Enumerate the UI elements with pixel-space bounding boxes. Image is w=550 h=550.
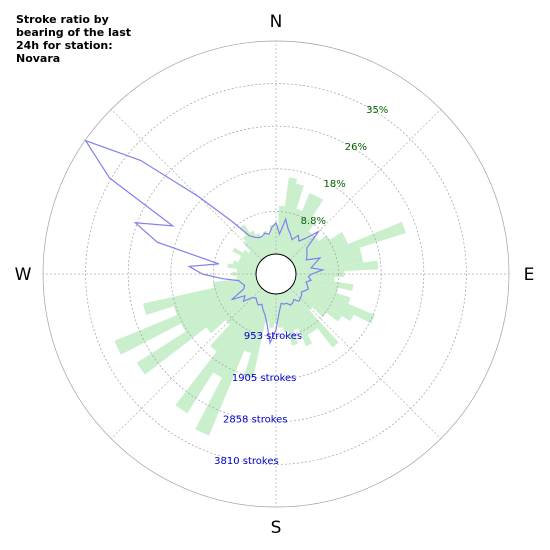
ratio-bar	[290, 237, 319, 262]
ratio-bar	[280, 183, 304, 255]
ratio-bar	[267, 234, 274, 255]
ratio-bar	[143, 278, 257, 315]
ratio-bar	[265, 293, 274, 323]
ratio-bar	[282, 292, 299, 331]
grid-spoke	[289, 287, 442, 440]
ratio-bar	[273, 224, 279, 255]
ratio-bar	[114, 281, 259, 355]
ratio-bar	[262, 230, 272, 255]
ratio-bar	[291, 284, 342, 322]
ratio-bar	[260, 236, 270, 256]
grid-ring	[213, 211, 339, 337]
ratio-bar	[269, 225, 276, 255]
ratio-bar	[278, 177, 298, 255]
ratio-bar	[232, 247, 260, 265]
ratio-bar	[295, 274, 335, 282]
ratio-bar	[232, 260, 257, 270]
grid-spoke	[110, 108, 263, 261]
ratio-bar	[255, 233, 269, 257]
ratio-bar	[175, 289, 266, 414]
ratio-bar	[242, 250, 261, 264]
grid-spoke	[289, 108, 442, 261]
ratio-bar	[286, 220, 315, 259]
cardinal-labels: N E S W	[15, 12, 535, 538]
ratio-bar	[289, 287, 313, 311]
ratio-bar	[244, 292, 270, 354]
direction-label-w: W	[15, 265, 32, 285]
ratio-ring-labels: 8.8% 18% 26% 35%	[301, 105, 389, 227]
ratio-bar	[292, 283, 354, 322]
ratio-bar	[291, 235, 330, 264]
ratio-bar	[295, 260, 379, 274]
ratio-bar	[290, 286, 327, 317]
stroke-line-layer	[84, 139, 325, 345]
stroke-ring-labels: 953 strokes 1905 strokes 2858 strokes 3810 …	[214, 331, 302, 467]
ratio-bar	[213, 290, 267, 378]
direction-label-e: E	[524, 265, 535, 285]
ratio-bar	[295, 247, 362, 270]
ratio-ring-label: 35%	[366, 105, 388, 116]
ratio-bars-layer	[114, 177, 406, 436]
ratio-bar	[294, 221, 406, 268]
ratio-bar	[212, 276, 257, 288]
ratio-bar	[227, 263, 257, 272]
ratio-bar	[206, 286, 262, 334]
ratio-ring-label: 8.8%	[301, 216, 326, 227]
ratio-bar	[248, 250, 262, 262]
ratio-bar	[273, 293, 279, 324]
ratio-bar	[282, 208, 303, 256]
ratio-bar	[268, 293, 276, 328]
ratio-bar	[180, 283, 260, 332]
direction-label-s: S	[271, 518, 282, 538]
ratio-bar	[136, 284, 261, 375]
center-hole	[255, 253, 297, 295]
ratio-bar	[173, 280, 258, 315]
ratio-bar	[242, 235, 264, 260]
ratio-bar	[285, 290, 313, 335]
grid-spoke	[110, 287, 263, 440]
ratio-ring-label: 26%	[345, 142, 367, 153]
ratio-bar	[238, 258, 258, 268]
ratio-bar	[292, 232, 346, 265]
spoke-grid-layer	[43, 41, 509, 507]
ratio-bar	[195, 291, 269, 436]
ratio-bar	[294, 280, 351, 304]
stroke-count-line	[84, 139, 325, 345]
stroke-ring-label: 1905 strokes	[232, 373, 297, 384]
direction-label-n: N	[270, 12, 283, 32]
ratio-ring-label: 18%	[323, 179, 345, 190]
ratio-bar	[280, 293, 299, 346]
ratio-bar	[210, 288, 264, 352]
ratio-bar	[239, 255, 259, 267]
ratio-bar	[295, 255, 364, 272]
grid-ring	[85, 83, 467, 465]
stroke-ring-label: 3810 strokes	[214, 456, 279, 467]
ratio-bar	[285, 196, 324, 258]
chart-title: Stroke ratio by bearing of the last 24h …	[16, 13, 132, 65]
ratio-bar	[293, 281, 375, 324]
stroke-ring-label: 953 strokes	[244, 331, 302, 342]
ratio-bar	[236, 268, 257, 274]
ratio-bar	[288, 288, 339, 348]
stroke-ring-label: 2858 strokes	[223, 415, 288, 426]
ratio-bar	[236, 274, 257, 280]
grid-ring	[127, 125, 425, 423]
